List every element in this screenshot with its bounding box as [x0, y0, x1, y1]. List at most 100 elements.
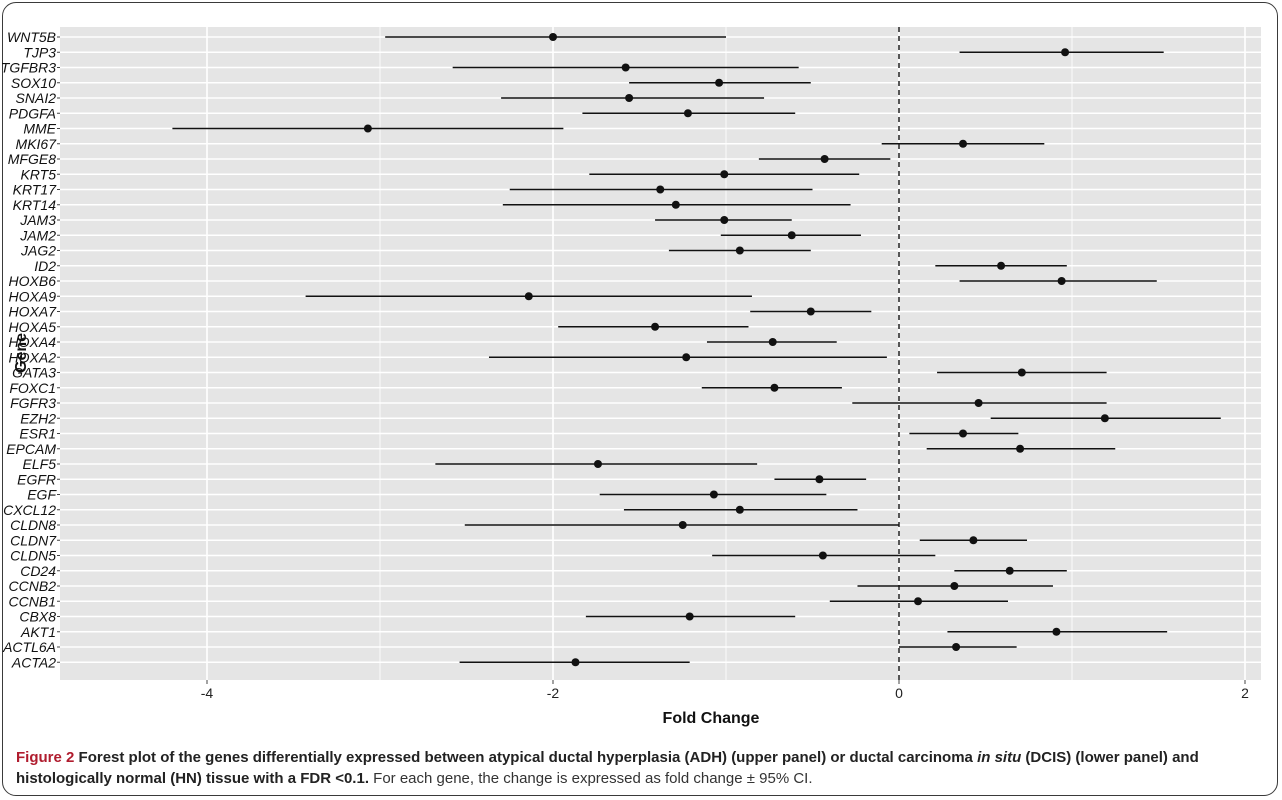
point-ccnb1: [914, 597, 923, 606]
gene-label-ccnb1: CCNB1: [9, 593, 56, 609]
point-cldn5: [818, 551, 827, 560]
figure-caption: Figure 2 Forest plot of the genes differ…: [16, 747, 1268, 789]
gene-label-cldn8: CLDN8: [10, 517, 56, 533]
gene-label-jam3: JAM3: [19, 212, 56, 228]
gene-label-tgfbr3: TGFBR3: [1, 60, 56, 76]
gene-label-egf: EGF: [27, 487, 57, 503]
gene-label-ccnb2: CCNB2: [9, 578, 57, 594]
point-foxc1: [770, 383, 779, 392]
point-elf5: [593, 460, 602, 468]
gene-label-epcam: EPCAM: [6, 441, 56, 457]
point-jag2: [735, 246, 744, 255]
gene-label-acta2: ACTA2: [11, 654, 56, 670]
caption-body: For each gene, the change is expressed a…: [368, 770, 813, 787]
gene-label-fgfr3: FGFR3: [10, 395, 56, 411]
point-fgfr3: [974, 399, 983, 407]
gene-label-krt14: KRT14: [13, 197, 57, 213]
gene-label-pdgfa: PDGFA: [9, 105, 56, 121]
point-tjp3: [1061, 48, 1070, 57]
point-pdgfa: [683, 109, 692, 118]
point-actl6a: [952, 643, 961, 651]
point-gata3: [1017, 368, 1026, 377]
gene-label-cldn7: CLDN7: [10, 532, 57, 548]
point-hoxa5: [651, 322, 660, 331]
gene-label-akt1: AKT1: [20, 624, 56, 640]
gene-label-wnt5b: WNT5B: [7, 29, 56, 45]
plot-panel: [60, 27, 1261, 680]
gene-label-snai2: SNAI2: [16, 90, 57, 106]
gene-labels: WNT5BTJP3TGFBR3SOX10SNAI2PDGFAMMEMKI67MF…: [1, 29, 60, 670]
gene-label-krt5: KRT5: [20, 166, 56, 182]
point-cldn8: [678, 521, 687, 529]
point-krt14: [671, 200, 680, 209]
point-wnt5b: [549, 33, 557, 41]
gene-label-ezh2: EZH2: [20, 410, 56, 426]
point-hoxa9: [524, 292, 533, 301]
gene-label-egfr: EGFR: [17, 471, 56, 487]
point-egf: [709, 490, 718, 499]
caption-title-part2: (DCIS) (lower panel) and histologically …: [16, 749, 1199, 787]
x-tick-label: 2: [1241, 685, 1249, 701]
forest-plot: WNT5BTJP3TGFBR3SOX10SNAI2PDGFAMMEMKI67MF…: [1, 27, 1261, 727]
point-estimates: [363, 33, 1109, 667]
gene-label-cd24: CD24: [20, 563, 56, 579]
x-axis-ticks: -4 -2 0 2: [201, 680, 1249, 701]
point-cd24: [1005, 566, 1014, 575]
gene-label-id2: ID2: [34, 258, 56, 274]
x-tick-label: -4: [201, 685, 214, 701]
point-ccnb2: [950, 582, 959, 590]
gene-label-hoxa7: HOXA7: [9, 304, 58, 320]
gene-label-cxcl12: CXCL12: [3, 502, 56, 518]
gene-label-mki67: MKI67: [16, 136, 58, 152]
gene-label-hoxa5: HOXA5: [9, 319, 57, 335]
point-cldn7: [969, 536, 978, 545]
point-akt1: [1052, 627, 1061, 636]
point-esr1: [959, 429, 968, 438]
point-jam2: [787, 231, 796, 240]
gene-label-cldn5: CLDN5: [10, 548, 56, 564]
point-hoxa4: [768, 338, 777, 346]
point-sox10: [715, 78, 724, 87]
gene-label-hoxa9: HOXA9: [9, 288, 57, 304]
gene-label-mfge8: MFGE8: [8, 151, 56, 167]
point-ezh2: [1100, 414, 1109, 423]
point-hoxb6: [1057, 277, 1066, 285]
gene-label-foxc1: FOXC1: [9, 380, 56, 396]
caption-figure-label: Figure 2: [16, 749, 75, 766]
gene-label-hoxb6: HOXB6: [9, 273, 57, 289]
point-mfge8: [820, 155, 829, 163]
gene-label-actl6a: ACTL6A: [2, 639, 56, 655]
point-krt5: [720, 170, 729, 179]
x-axis-title: Fold Change: [663, 710, 760, 727]
caption-title-italic: in situ: [977, 749, 1022, 766]
point-epcam: [1016, 444, 1025, 453]
gene-label-esr1: ESR1: [19, 426, 56, 442]
point-tgfbr3: [621, 63, 630, 72]
gene-label-hoxa2: HOXA2: [9, 349, 57, 365]
point-jam3: [720, 216, 729, 224]
point-hoxa2: [682, 353, 691, 362]
point-krt17: [656, 185, 665, 194]
point-id2: [997, 261, 1006, 270]
point-mme: [363, 124, 372, 133]
gene-label-jam2: JAM2: [19, 227, 56, 243]
x-tick-label: 0: [895, 685, 903, 701]
point-cbx8: [685, 612, 694, 621]
gene-label-gata3: GATA3: [12, 365, 56, 381]
gene-label-jag2: JAG2: [20, 243, 56, 259]
point-snai2: [625, 94, 634, 102]
gene-label-cbx8: CBX8: [19, 609, 56, 625]
gene-label-mme: MME: [23, 121, 56, 137]
caption-title-part1: Forest plot of the genes differentially …: [74, 749, 978, 766]
gene-label-tjp3: TJP3: [23, 44, 56, 60]
y-axis-title: Gene: [13, 333, 30, 373]
gene-label-elf5: ELF5: [23, 456, 57, 472]
x-tick-label: -2: [547, 685, 560, 701]
point-mki67: [959, 139, 968, 148]
point-hoxa7: [806, 307, 815, 316]
gene-label-sox10: SOX10: [11, 75, 56, 91]
point-acta2: [571, 658, 580, 667]
gene-label-hoxa4: HOXA4: [9, 334, 57, 350]
point-cxcl12: [735, 505, 744, 514]
gene-label-krt17: KRT17: [13, 182, 58, 198]
